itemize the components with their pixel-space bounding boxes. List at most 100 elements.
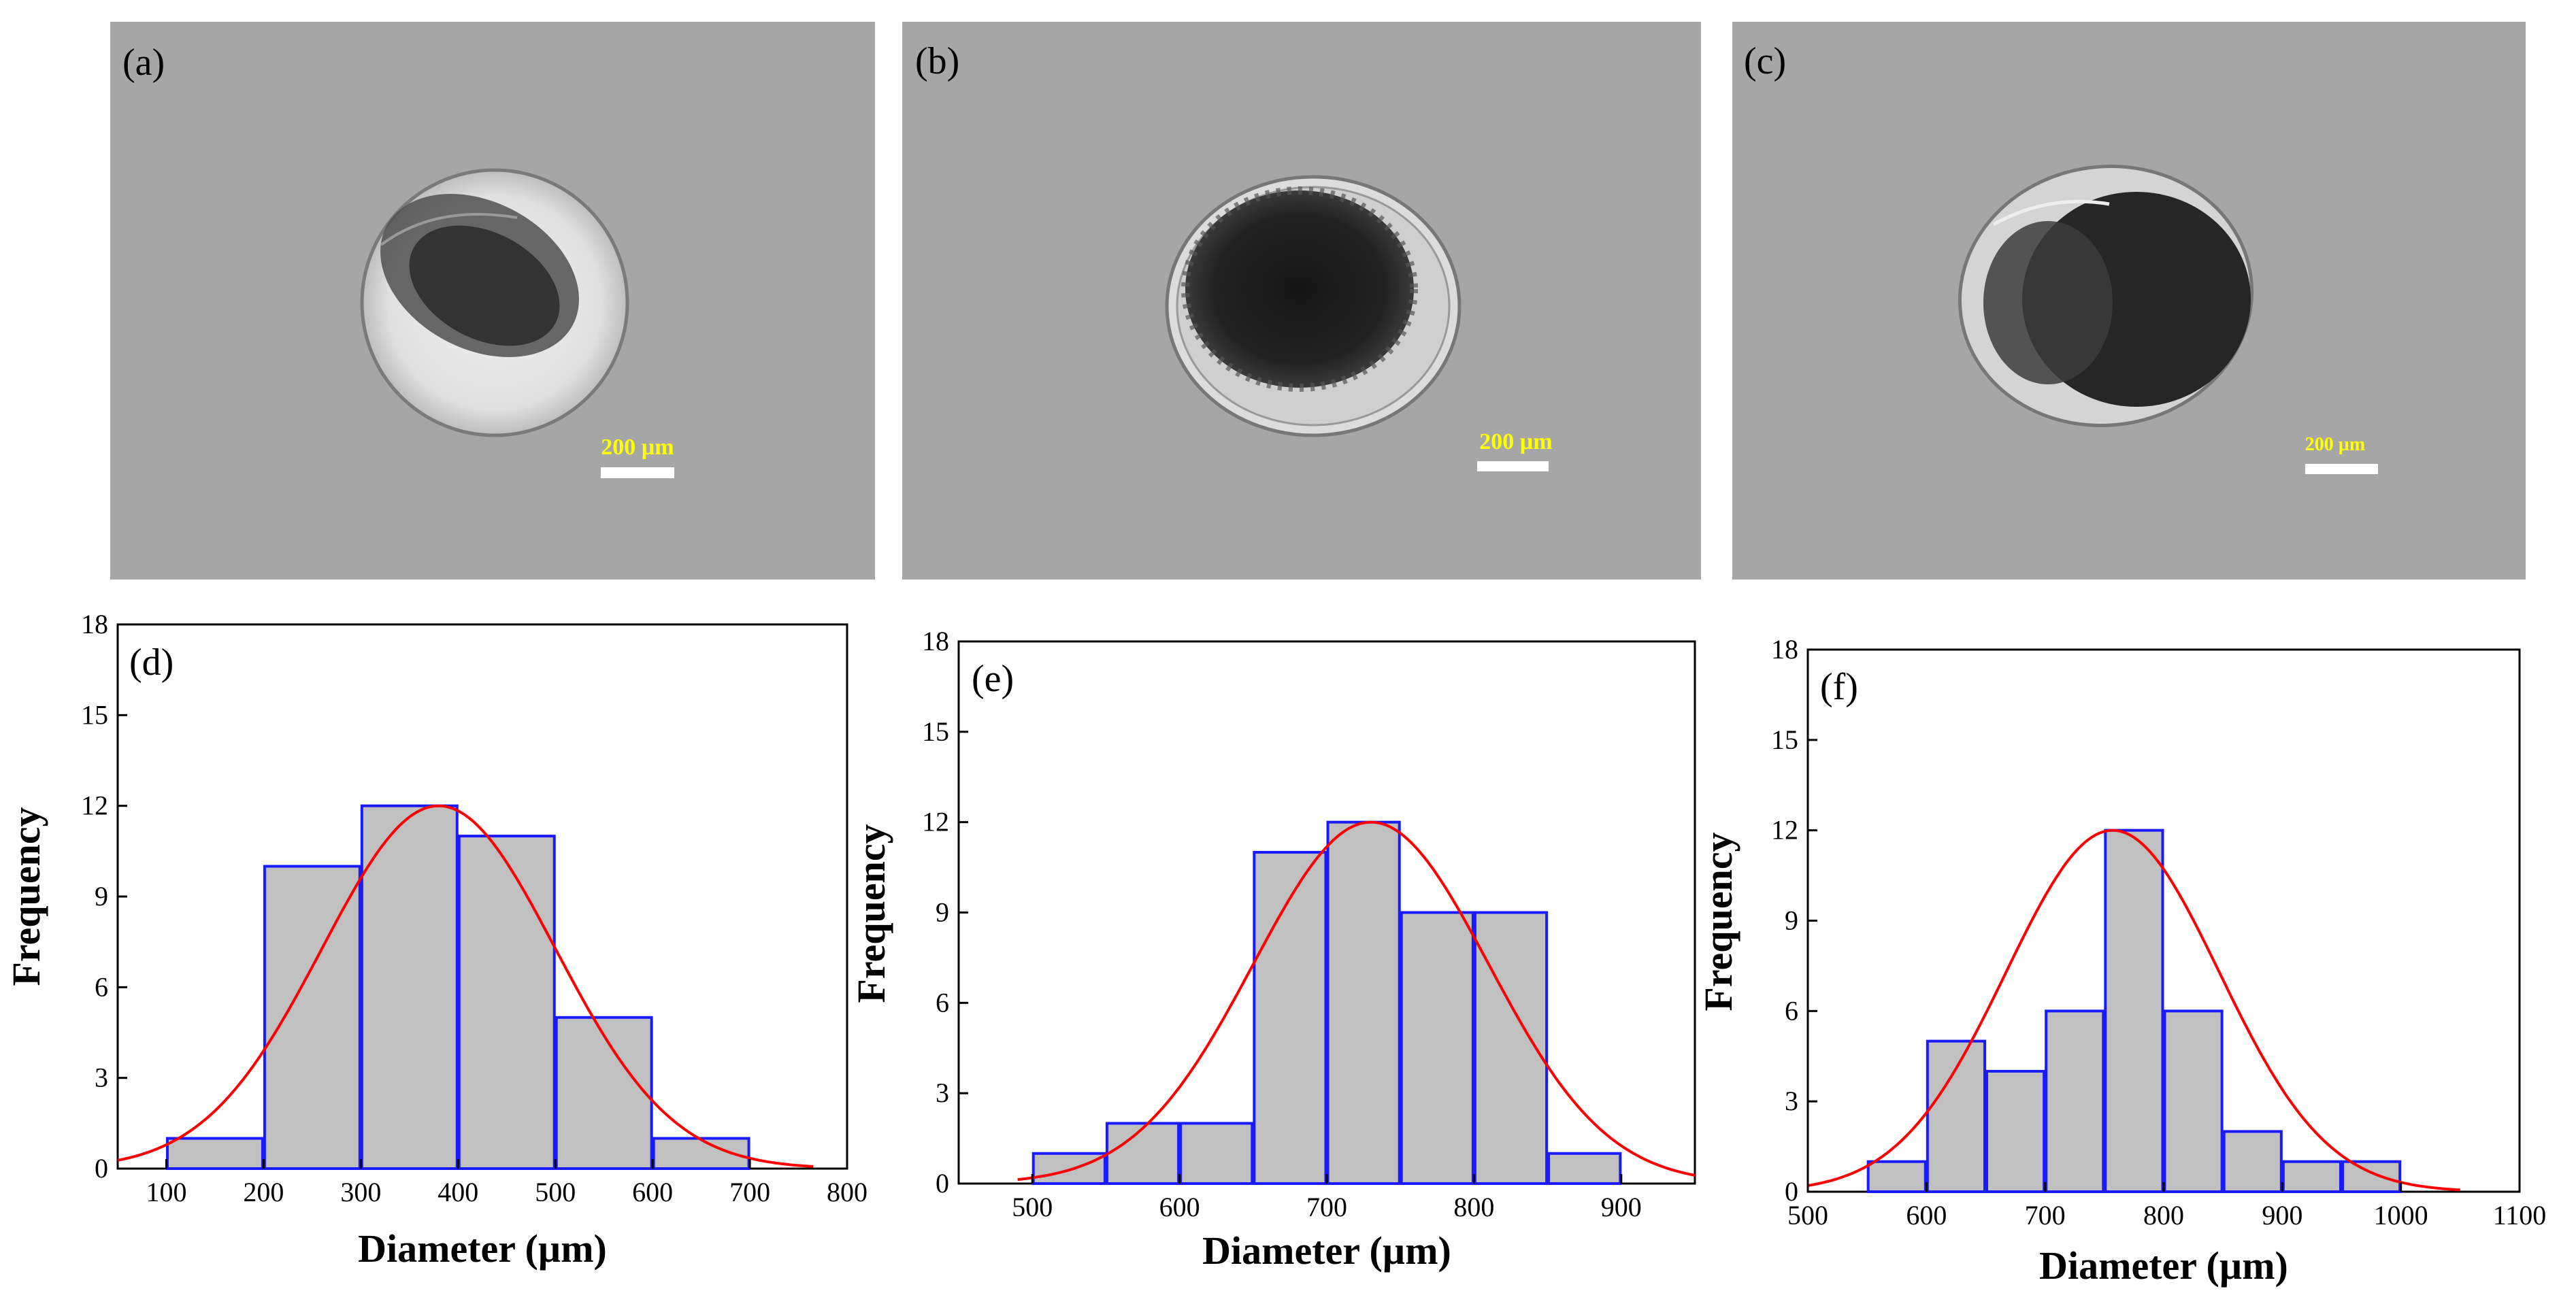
bar-f-7 — [2281, 1160, 2342, 1193]
y-tick-label-f-6: 18 — [1771, 634, 1798, 665]
bar-e-0 — [1031, 1152, 1106, 1185]
x-tick-label-d-4: 500 — [535, 1177, 576, 1207]
x-tick-label-d-5: 600 — [632, 1177, 673, 1207]
y-axis-title-f: Frequency — [1696, 832, 1740, 1011]
x-tick-label-f-0: 500 — [1787, 1200, 1828, 1230]
y-axis-title-d: Frequency — [4, 807, 48, 986]
bar-f-8 — [2341, 1160, 2402, 1193]
y-tick-label-d-6: 18 — [81, 609, 108, 639]
y-tick-label-e-3: 9 — [936, 897, 949, 928]
scale-bar-label-a: 200 µm — [601, 435, 674, 460]
bar-e-4 — [1326, 820, 1401, 1185]
histogram-e: 0 3 6 9 12 15 18 500 600 700 800 900 (e) Diameter … — [849, 626, 1696, 1273]
x-axis-title-d: Diameter (µm) — [358, 1226, 607, 1271]
x-ticks-d: 100 200 300 400 500 600 700 800 — [146, 1159, 868, 1207]
y-ticks-f: 0 3 6 9 12 15 18 — [1771, 634, 1817, 1207]
y-tick-label-f-0: 0 — [1785, 1176, 1798, 1207]
y-tick-label-e-2: 6 — [936, 987, 949, 1018]
panel-label-d: (d) — [129, 641, 174, 684]
scale-bar-label-c: 200 µm — [2305, 434, 2365, 455]
bar-f-1 — [1926, 1039, 1986, 1193]
y-tick-label-e-4: 12 — [922, 807, 949, 837]
bar-f-5 — [2163, 1009, 2224, 1194]
y-tick-label-d-5: 15 — [81, 699, 108, 730]
bar-d-0 — [165, 1137, 264, 1170]
y-tick-label-d-1: 3 — [95, 1062, 108, 1093]
bar-f-3 — [2045, 1009, 2105, 1194]
bar-e-5 — [1400, 911, 1474, 1185]
micrograph-c: 200 µm (c) — [1732, 22, 2526, 580]
x-tick-label-d-3: 400 — [437, 1177, 478, 1207]
capsule-c — [1958, 164, 2254, 428]
x-tick-label-f-2: 700 — [2025, 1200, 2066, 1230]
x-ticks-f: 500 600 700 800 900 1000 1100 — [1787, 1182, 2546, 1230]
bars-e — [1031, 820, 1622, 1186]
panel-label-c: (c) — [1744, 40, 1786, 82]
panel-label-b: (b) — [915, 40, 959, 82]
y-axis-title-e: Frequency — [849, 824, 893, 1003]
y-tick-label-d-2: 6 — [95, 971, 108, 1002]
x-tick-label-f-1: 600 — [1906, 1200, 1947, 1230]
bar-e-7 — [1547, 1152, 1622, 1185]
bar-d-2 — [360, 804, 459, 1170]
x-tick-label-f-5: 1000 — [2374, 1200, 2428, 1230]
micrograph-b: 200 µm (b) — [902, 22, 1701, 580]
bar-f-0 — [1866, 1160, 1927, 1193]
micrograph-a: 200 µm (a) — [110, 22, 875, 580]
y-tick-label-f-2: 6 — [1785, 995, 1798, 1026]
panel-label-f: (f) — [1820, 666, 1858, 708]
bar-d-3 — [457, 835, 556, 1170]
panel-label-e: (e) — [972, 658, 1014, 700]
bars-f — [1866, 828, 2402, 1194]
y-ticks-d: 0 3 6 9 12 15 18 — [81, 609, 127, 1184]
x-tick-label-e-4: 900 — [1601, 1192, 1642, 1222]
bar-e-3 — [1253, 850, 1327, 1185]
y-tick-label-e-5: 15 — [922, 716, 949, 747]
bar-f-6 — [2222, 1130, 2283, 1194]
x-tick-label-f-6: 1100 — [2493, 1200, 2547, 1230]
capsule-b — [1165, 175, 1462, 437]
histogram-f: 0 3 6 9 12 15 18 500 600 700 800 900 1000 1100 (f) D… — [1696, 634, 2546, 1288]
bar-d-4 — [555, 1016, 653, 1171]
y-tick-label-d-3: 9 — [95, 881, 108, 911]
bar-e-1 — [1105, 1122, 1180, 1186]
panel-label-a: (a) — [122, 41, 165, 84]
y-tick-label-f-4: 12 — [1771, 815, 1798, 845]
gaussian-fit-d — [117, 804, 814, 1168]
y-tick-label-e-1: 3 — [936, 1077, 949, 1108]
y-tick-label-d-0: 0 — [95, 1153, 108, 1184]
x-tick-label-e-3: 800 — [1453, 1192, 1494, 1222]
y-tick-label-f-1: 3 — [1785, 1086, 1798, 1116]
y-tick-label-f-3: 9 — [1785, 905, 1798, 936]
bar-f-2 — [1985, 1069, 2046, 1194]
x-tick-label-d-0: 100 — [146, 1177, 186, 1207]
bar-f-4 — [2104, 828, 2164, 1193]
gaussian-fit-e — [1017, 820, 1696, 1182]
x-axis-title-e: Diameter (µm) — [1202, 1228, 1451, 1273]
scale-bar-b — [1477, 461, 1549, 471]
y-tick-label-e-0: 0 — [936, 1168, 949, 1199]
capsule-a — [360, 168, 629, 437]
y-tick-label-d-4: 12 — [81, 790, 108, 821]
x-tick-label-d-6: 700 — [729, 1177, 770, 1207]
x-tick-label-f-4: 900 — [2262, 1200, 2302, 1230]
gaussian-fit-f — [1807, 828, 2460, 1192]
bar-e-2 — [1179, 1122, 1254, 1186]
y-ticks-e: 0 3 6 9 12 15 18 — [922, 626, 968, 1199]
y-tick-label-e-6: 18 — [922, 626, 949, 656]
x-axis-title-f: Diameter (µm) — [2039, 1243, 2288, 1288]
bars-d — [165, 804, 750, 1171]
scale-bar-c — [2305, 464, 2378, 474]
x-tick-label-d-2: 300 — [340, 1177, 381, 1207]
bar-d-1 — [263, 865, 361, 1170]
scale-bar-a — [601, 467, 674, 478]
x-tick-label-d-1: 200 — [243, 1177, 284, 1207]
x-tick-label-e-1: 600 — [1159, 1192, 1200, 1222]
y-tick-label-f-5: 15 — [1771, 724, 1798, 755]
x-tick-label-e-0: 500 — [1012, 1192, 1053, 1222]
x-tick-label-e-2: 700 — [1306, 1192, 1347, 1222]
scale-bar-label-b: 200 µm — [1479, 429, 1552, 454]
x-ticks-e: 500 600 700 800 900 — [1012, 1174, 1642, 1222]
